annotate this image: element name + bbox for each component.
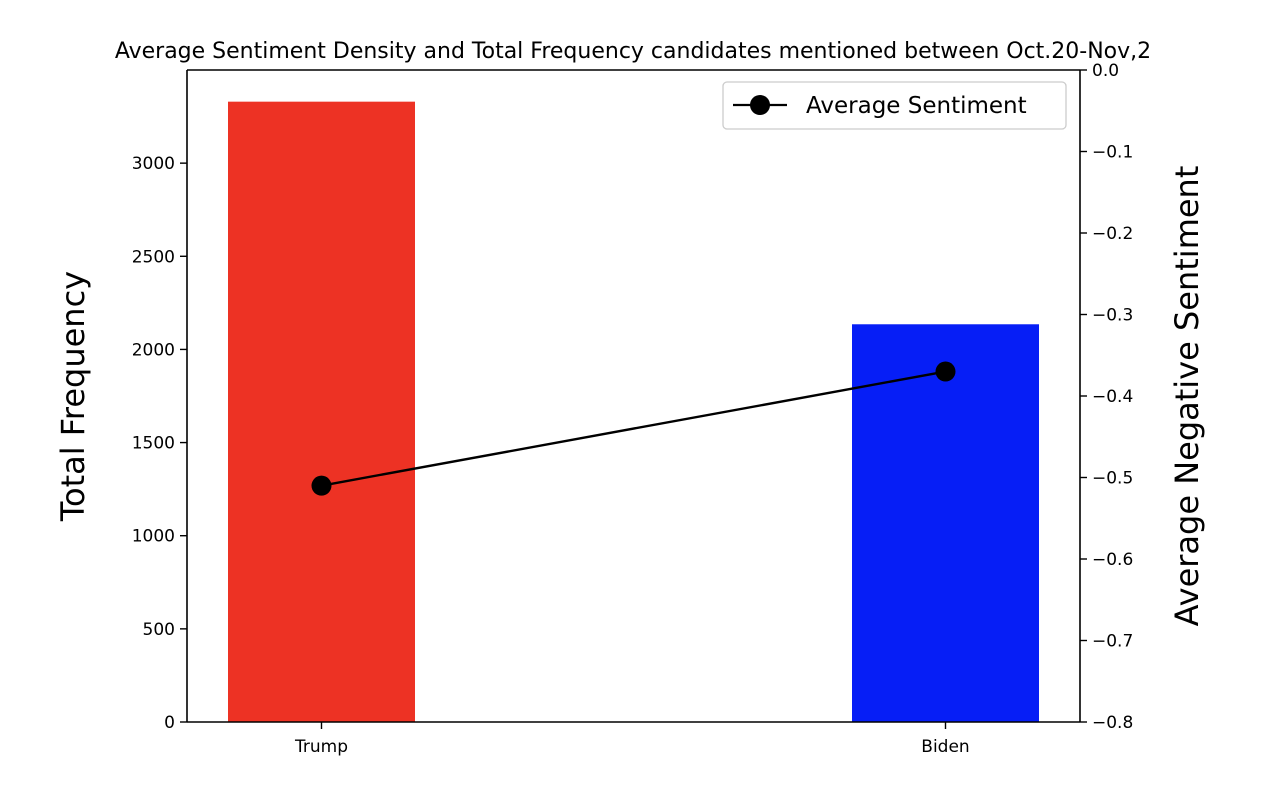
left-axis-label: Total Frequency xyxy=(54,271,92,522)
legend-marker-sample xyxy=(750,95,770,115)
x-tick-label-trump: Trump xyxy=(294,737,348,757)
sentiment-point-biden xyxy=(935,361,956,382)
legend-box xyxy=(722,81,1067,130)
right-tick-label: −0.1 xyxy=(1092,143,1133,163)
bars-layer xyxy=(228,101,1039,722)
left-tick-label: 2500 xyxy=(132,247,175,267)
left-axis-ticks: 0 500 1000 1500 2000 2500 3000 xyxy=(132,154,187,733)
left-tick-label: 1500 xyxy=(132,434,175,454)
chart-title: Average Sentiment Density and Total Freq… xyxy=(115,39,1151,64)
bar-trump xyxy=(228,101,415,722)
sentiment-line-layer xyxy=(311,361,956,496)
right-tick-label: −0.5 xyxy=(1092,469,1133,489)
right-tick-label: 0.0 xyxy=(1092,61,1119,81)
left-tick-label: 2000 xyxy=(132,340,175,360)
right-tick-label: −0.8 xyxy=(1092,713,1133,733)
sentiment-point-trump xyxy=(311,475,332,496)
right-tick-label: −0.2 xyxy=(1092,224,1133,244)
bar-biden xyxy=(852,324,1039,722)
left-tick-label: 1000 xyxy=(132,527,175,547)
left-tick-label: 3000 xyxy=(132,154,175,174)
left-tick-label: 500 xyxy=(143,620,175,640)
sentiment-line xyxy=(321,370,946,487)
right-tick-label: −0.4 xyxy=(1092,387,1133,407)
right-axis-label: Average Negative Sentiment xyxy=(1168,166,1206,627)
legend-entry-average-sentiment: Average Sentiment xyxy=(806,93,1027,119)
legend: Average Sentiment xyxy=(722,81,1067,130)
right-tick-label: −0.6 xyxy=(1092,550,1133,570)
left-tick-label: 0 xyxy=(164,713,175,733)
right-axis-ticks: 0.0 −0.1 −0.2 −0.3 −0.4 −0.5 −0.6 −0.7 −0.8 xyxy=(1080,61,1133,733)
x-tick-label-biden: Biden xyxy=(921,737,969,757)
right-tick-label: −0.3 xyxy=(1092,306,1133,326)
x-axis-ticks: Trump Biden xyxy=(294,722,970,757)
right-tick-label: −0.7 xyxy=(1092,632,1133,652)
